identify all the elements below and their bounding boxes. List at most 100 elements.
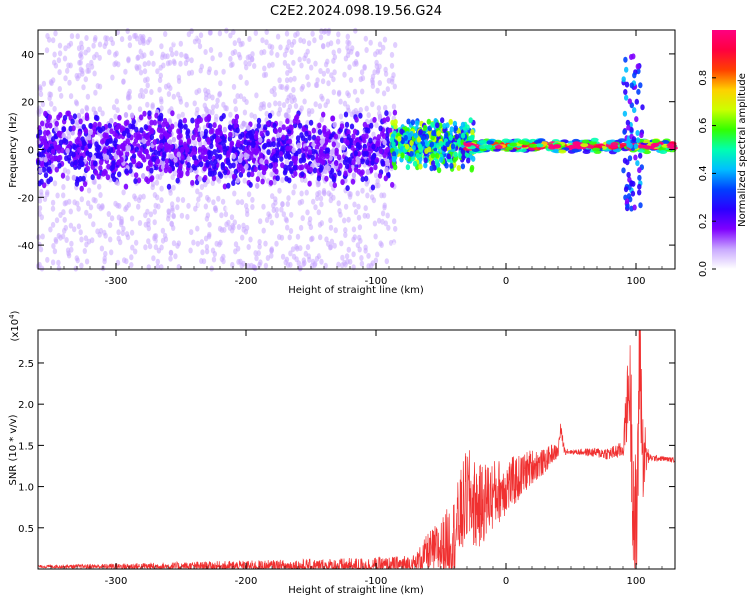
heatmap-cell <box>155 263 160 270</box>
heatmap-cell <box>126 132 131 139</box>
heatmap-cell <box>92 37 98 43</box>
heatmap-cell <box>201 144 206 151</box>
heatmap-cell <box>218 144 223 151</box>
heatmap-cell <box>345 163 350 170</box>
heatmap-cell <box>278 44 283 51</box>
heatmap-cell <box>38 107 43 114</box>
heatmap-cell <box>332 182 337 189</box>
heatmap-cell <box>258 152 264 159</box>
heatmap-cell <box>170 205 175 212</box>
heatmap-cell <box>264 110 269 117</box>
heatmap-cell <box>179 51 184 58</box>
heatmap-cell <box>460 132 466 139</box>
heatmap-cell <box>45 33 50 39</box>
heatmap-cell <box>94 51 99 58</box>
heatmap-cell <box>61 209 66 216</box>
heatmap-cell <box>370 260 375 267</box>
spectrogram-ytick-label: 0 <box>28 146 34 157</box>
heatmap-cell <box>45 256 50 263</box>
heatmap-cell <box>335 142 341 149</box>
heatmap-cell <box>345 185 350 192</box>
heatmap-cell <box>310 30 315 37</box>
heatmap-cell <box>333 227 338 234</box>
heatmap-cell <box>271 207 276 214</box>
heatmap-cell <box>186 31 192 38</box>
heatmap-cell <box>494 145 503 149</box>
heatmap-cell <box>267 102 272 109</box>
heatmap-cell <box>581 139 590 144</box>
heatmap-cell <box>194 179 200 186</box>
heatmap-cell <box>357 234 362 241</box>
heatmap-cell <box>310 154 315 161</box>
colorbar-ticks: 0.0 0.2 0.4 0.6 0.8 <box>698 70 716 277</box>
heatmap-cell <box>633 143 639 150</box>
heatmap-cell <box>418 163 423 170</box>
heatmap-cell <box>384 258 389 265</box>
heatmap-cell <box>374 122 379 129</box>
snr-multiplier-open: (x10 <box>10 319 21 342</box>
heatmap-cell <box>168 85 173 92</box>
heatmap-cell <box>180 146 185 153</box>
heatmap-cell <box>40 233 45 240</box>
heatmap-cell <box>117 171 122 178</box>
heatmap-cell <box>183 143 188 150</box>
heatmap-cell <box>157 77 163 84</box>
snr-frame <box>37 329 676 570</box>
heatmap-cell <box>210 180 215 186</box>
heatmap-cell <box>93 197 98 204</box>
heatmap-cell <box>389 62 395 69</box>
heatmap-cell <box>286 153 291 160</box>
heatmap-cell <box>238 157 243 164</box>
heatmap-cell <box>242 109 248 116</box>
heatmap-cell <box>337 208 342 214</box>
heatmap-cell <box>47 166 52 173</box>
heatmap-cell <box>580 143 589 148</box>
heatmap-cell <box>171 58 177 65</box>
heatmap-cell <box>203 49 208 55</box>
heatmap-cell <box>231 180 236 186</box>
heatmap-cell <box>624 198 630 205</box>
heatmap-cell <box>430 121 435 128</box>
heatmap-cell <box>233 118 239 125</box>
heatmap-cell <box>426 118 431 125</box>
heatmap-cell <box>242 177 247 184</box>
heatmap-cell <box>91 154 97 161</box>
heatmap-cell <box>191 134 196 141</box>
heatmap-cell <box>105 35 110 42</box>
heatmap-cell <box>312 167 318 174</box>
heatmap-cell <box>102 258 107 265</box>
heatmap-cell <box>137 92 143 99</box>
heatmap-cell <box>380 158 385 165</box>
heatmap-cell <box>431 130 436 137</box>
heatmap-cell <box>273 128 278 135</box>
heatmap-cell <box>659 150 668 154</box>
heatmap-cell <box>125 28 130 34</box>
heatmap-cell <box>77 163 82 170</box>
heatmap-cell <box>343 203 349 210</box>
heatmap-cell <box>194 89 199 96</box>
heatmap-cell <box>372 228 377 235</box>
heatmap-cell <box>134 172 139 179</box>
heatmap-cell <box>383 66 388 73</box>
heatmap-cell <box>285 201 290 207</box>
heatmap-cell <box>174 50 179 57</box>
heatmap-cell <box>93 160 98 167</box>
heatmap-cell <box>245 132 250 139</box>
heatmap-cell <box>191 239 196 246</box>
heatmap-cell <box>302 98 307 105</box>
heatmap-cell <box>622 110 628 117</box>
heatmap-cell <box>150 181 156 187</box>
heatmap-cell <box>363 205 368 212</box>
heatmap-cell <box>260 37 265 44</box>
heatmap-cell <box>109 215 115 222</box>
heatmap-cell <box>179 212 185 219</box>
heatmap-cell <box>385 212 390 219</box>
spectrogram-xtick-label: -200 <box>235 276 258 287</box>
heatmap-cell <box>460 163 466 170</box>
heatmap-cell <box>277 100 282 107</box>
heatmap-cell <box>38 84 43 91</box>
heatmap-cell <box>238 93 243 100</box>
heatmap-cell <box>225 205 230 212</box>
heatmap-cell <box>400 152 405 159</box>
heatmap-cell <box>244 79 249 86</box>
